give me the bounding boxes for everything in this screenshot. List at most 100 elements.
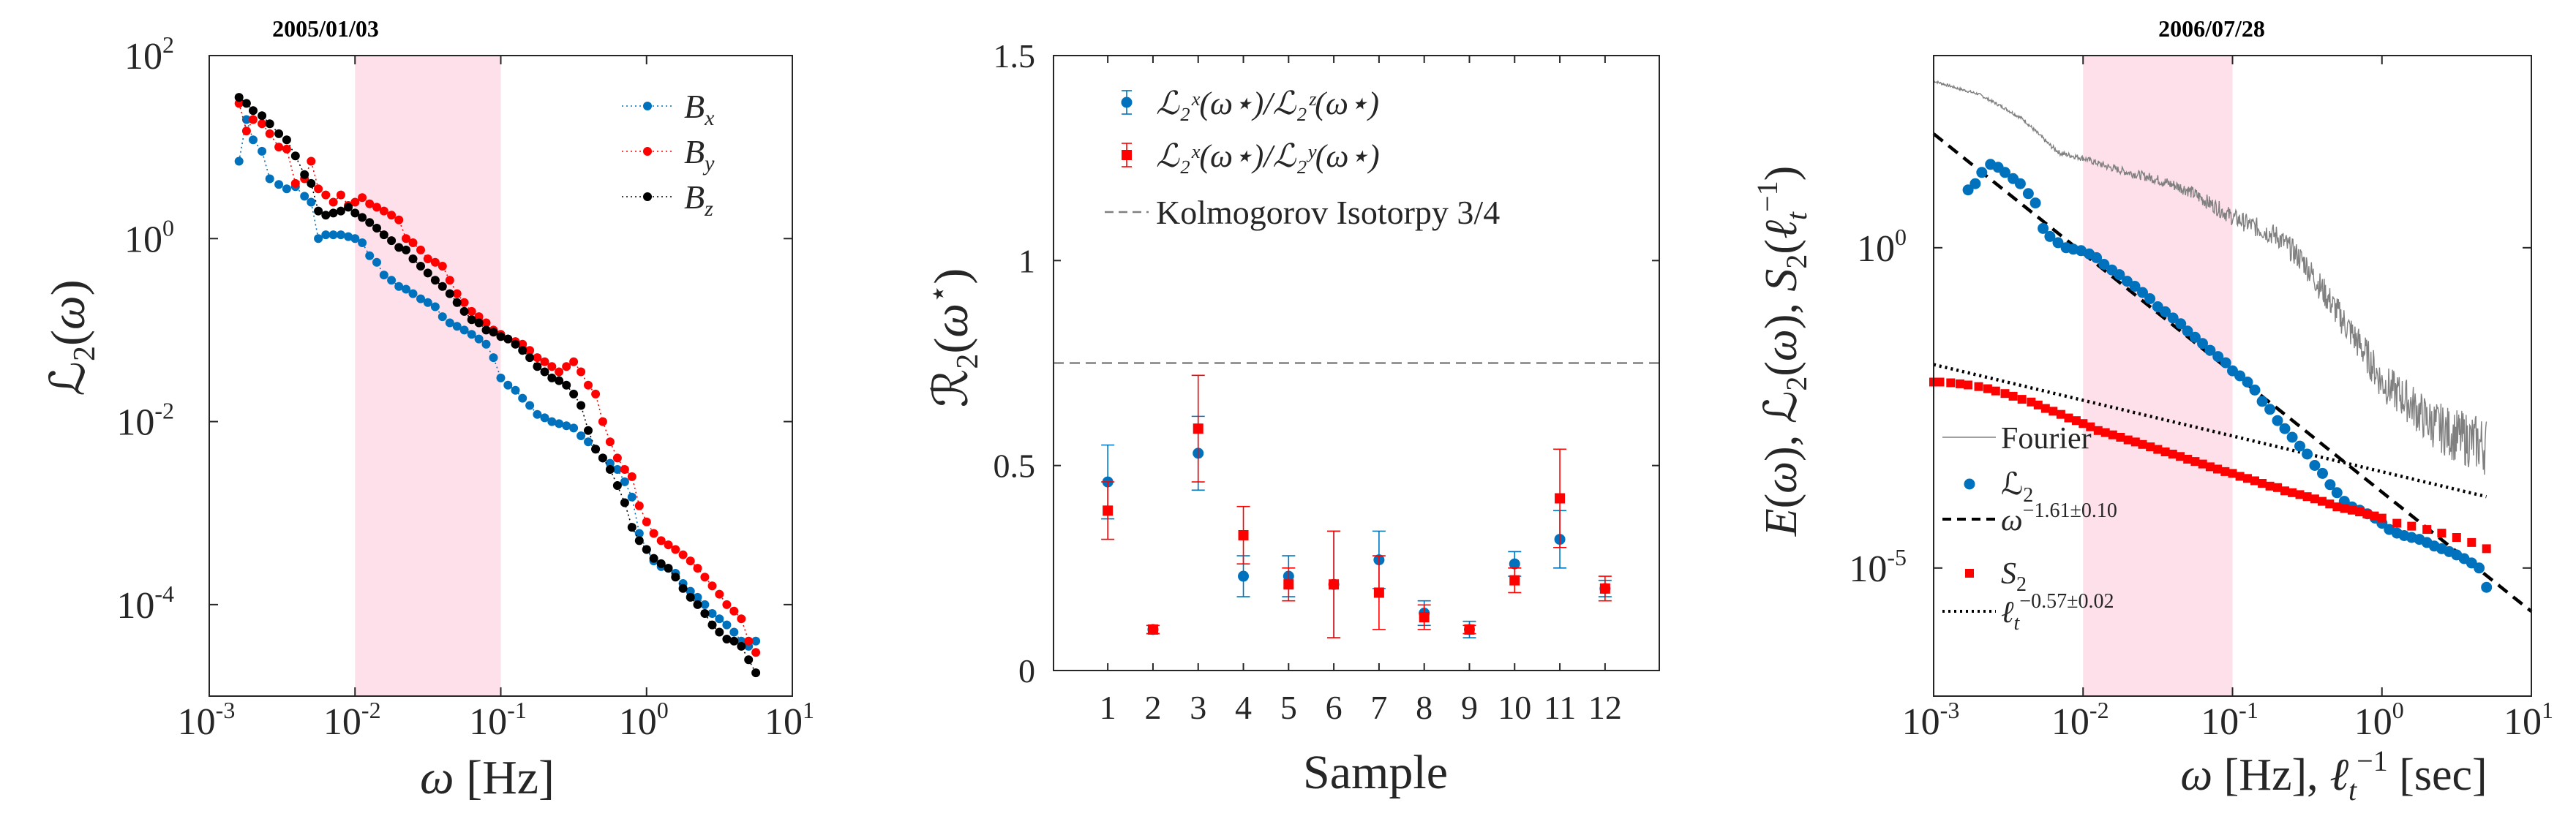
data-point-by — [249, 115, 258, 124]
data-point-bz — [423, 268, 432, 278]
data-point-s2 — [2079, 419, 2088, 428]
data-point-by — [321, 190, 331, 200]
data-point-s2 — [2235, 472, 2245, 481]
x-tick-label: 4 — [1235, 689, 1252, 726]
data-point-l2 — [2204, 344, 2216, 356]
data-point-s2 — [2153, 445, 2163, 454]
y-axis-label: E(ω), ℒ2(ω), S2(ℓt−1) — [1751, 166, 1813, 537]
data-point-s2 — [1964, 380, 1973, 390]
data-point-s2 — [2332, 502, 2342, 512]
data-point-by — [290, 178, 300, 188]
x-tick-label: 10 — [1498, 689, 1531, 726]
data-point-l2 — [2474, 562, 2485, 574]
data-point-by — [282, 144, 291, 154]
panel-right-chart: 10-3 10-2 10-1 100 101 10-5 100 2006/07/28 ω [… — [1751, 15, 2553, 807]
data-point-s2 — [2205, 462, 2215, 472]
data-point-l2 — [2331, 487, 2343, 499]
data-point-by — [365, 199, 375, 208]
data-point-by — [274, 143, 284, 152]
data-point-s2 — [2049, 407, 2058, 416]
data-point-s2 — [2452, 533, 2461, 542]
data-point-bx — [274, 180, 284, 189]
data-point-bz — [445, 289, 454, 298]
data-point-l2 — [2029, 197, 2041, 209]
data-point-by — [518, 339, 527, 349]
data-point-s2 — [2040, 404, 2050, 413]
data-point-bz — [547, 373, 557, 382]
data-point-bz — [656, 559, 666, 568]
data-point-by — [627, 472, 637, 481]
data-point-bz — [715, 627, 724, 637]
data-point-bx — [379, 271, 388, 280]
data-point-bz — [307, 178, 316, 188]
data-point-by — [241, 126, 251, 136]
data-point-by — [430, 257, 440, 267]
data-point-s2 — [2422, 525, 2432, 535]
data-point-l2 — [2182, 325, 2193, 337]
data-point-by — [584, 380, 593, 390]
legend-label: ω−1.61±0.10 — [2001, 499, 2117, 537]
data-point-bz — [241, 99, 251, 108]
data-point-bx — [707, 609, 717, 618]
data-point-bx — [258, 146, 267, 156]
data-point-l2 — [1969, 178, 1981, 189]
data-point-by — [555, 367, 564, 377]
plot-series — [1929, 159, 2493, 593]
data-point-s2 — [2116, 433, 2125, 442]
data-point-s2 — [2000, 389, 2010, 399]
data-point-bx — [620, 477, 629, 486]
data-point-bx — [540, 413, 549, 423]
data-point-bz — [416, 262, 425, 271]
data-point-bx — [525, 401, 535, 410]
legend-label: By — [684, 133, 715, 175]
data-point-s2 — [2138, 439, 2147, 449]
data-point-bx — [693, 592, 702, 602]
data-point-bx — [729, 627, 739, 637]
legend-label: Kolmogorov Isotorpy 3/4 — [1156, 194, 1500, 231]
data-point-bz — [358, 213, 367, 222]
y-axis-label: ℒ2(ω) — [42, 279, 102, 396]
data-point-bz — [452, 298, 462, 307]
data-point-l2 — [2052, 237, 2064, 249]
data-point-by — [387, 211, 397, 220]
legend-marker — [643, 102, 652, 110]
data-point-by — [459, 298, 469, 307]
data-point-l2 — [2121, 276, 2133, 287]
data-point-by — [438, 262, 447, 271]
data-point-bx — [503, 380, 513, 390]
data-point-bx — [715, 614, 724, 624]
data-point-l2 — [2279, 423, 2291, 434]
x-axis-label: ω [Hz], ℓt−1 [sec] — [2180, 744, 2487, 807]
data-point-bz — [555, 376, 564, 385]
data-point-s2 — [2362, 509, 2372, 518]
data-point-by — [533, 353, 542, 363]
legend-marker — [643, 192, 652, 201]
data-point-bz — [737, 641, 746, 651]
data-point-by — [656, 536, 666, 545]
data-point-l2 — [1999, 167, 2010, 178]
data-point-by — [591, 389, 601, 399]
data-point-s2 — [2190, 457, 2200, 467]
data-point-lx-ly — [1464, 624, 1475, 635]
data-point-s2 — [2213, 464, 2222, 474]
data-point-s2 — [2228, 469, 2237, 478]
data-point-s2 — [2243, 474, 2252, 483]
data-point-bx — [722, 620, 732, 630]
data-point-s2 — [2123, 435, 2133, 445]
data-point-by — [307, 156, 316, 166]
data-point-by — [678, 550, 688, 559]
data-point-by — [467, 306, 476, 316]
data-point-s2 — [2370, 511, 2379, 521]
data-point-s2 — [2355, 507, 2365, 517]
data-point-by — [612, 453, 622, 463]
data-point-bx — [234, 156, 244, 166]
x-tick-label: 10-3 — [178, 697, 236, 743]
data-point-l2 — [2197, 338, 2208, 350]
data-point-s2 — [2302, 492, 2312, 502]
data-point-s2 — [1974, 382, 1983, 391]
data-point-by — [722, 600, 732, 609]
data-point-s2 — [2482, 544, 2491, 554]
data-point-bz — [408, 254, 418, 263]
data-point-bx — [518, 393, 527, 403]
